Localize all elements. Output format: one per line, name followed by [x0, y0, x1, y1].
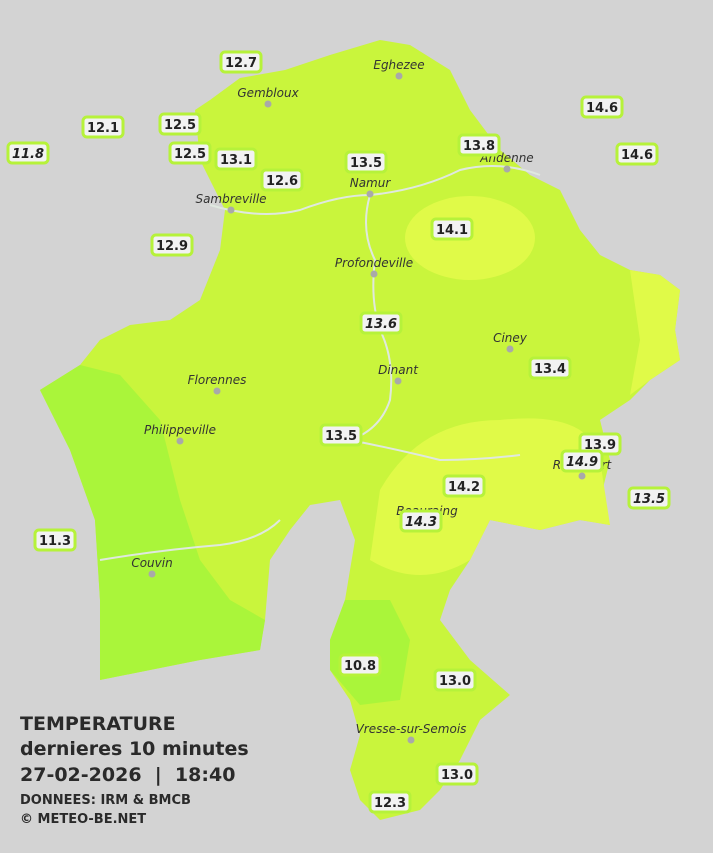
station-box	[219, 50, 263, 74]
city-label: Profondeville	[335, 256, 413, 270]
zone-cool	[330, 600, 410, 705]
city-dot	[264, 100, 272, 108]
station-box	[442, 474, 486, 498]
station-value: 12.5	[164, 118, 196, 133]
zone-cool	[40, 365, 265, 680]
city-label: Gembloux	[237, 86, 299, 100]
station-value: 13.4	[534, 362, 566, 377]
station-value: 10.8	[344, 659, 376, 674]
station-value: 12.9	[156, 239, 188, 254]
zone-warm	[630, 270, 680, 395]
legend-subtitle: dernieres 10 minutes	[20, 738, 249, 760]
station-value: 12.1	[87, 121, 119, 136]
city-dot	[148, 570, 156, 578]
station-value: 13.0	[441, 768, 473, 783]
station-box	[528, 356, 572, 380]
station-box	[344, 150, 388, 174]
station-box	[158, 112, 202, 136]
city-dot	[370, 270, 378, 278]
station-box	[368, 790, 412, 814]
station-box	[580, 95, 624, 119]
city-dot	[395, 72, 403, 80]
station-value: 13.6	[365, 317, 397, 332]
station-value: 14.6	[621, 148, 653, 163]
station-box	[33, 528, 77, 552]
station-value: 13.1	[220, 153, 252, 168]
legend-datetime: 27-02-2026 | 18:40	[20, 764, 235, 786]
station-value: 14.6	[586, 101, 618, 116]
station-box	[260, 168, 304, 192]
station-box	[627, 486, 671, 510]
station-value: 11.8	[12, 147, 44, 162]
station-box	[457, 133, 501, 157]
station-box	[6, 141, 50, 165]
legend-source: DONNEES: IRM & BMCB	[20, 793, 191, 808]
station-box	[214, 147, 258, 171]
station-value: 12.3	[374, 796, 406, 811]
station-value: 13.0	[439, 674, 471, 689]
city-label: Sambreville	[195, 192, 266, 206]
station-value: 11.3	[39, 534, 71, 549]
station-box	[430, 217, 474, 241]
city-label: Florennes	[188, 373, 247, 387]
city-label: Couvin	[131, 556, 172, 570]
city-dot	[407, 736, 415, 744]
station-value: 12.7	[225, 56, 257, 71]
city-label: Ciney	[493, 331, 528, 345]
station-box	[560, 449, 604, 473]
city-label: Philippeville	[144, 423, 216, 437]
station-value: 13.5	[633, 492, 665, 507]
station-box	[399, 509, 443, 533]
city-label: Eghezee	[373, 58, 424, 72]
station-box	[359, 311, 403, 335]
city-dot	[366, 190, 374, 198]
city-dot	[176, 437, 184, 445]
city-dot	[394, 377, 402, 385]
city-dot	[578, 472, 586, 480]
station-value: 13.5	[325, 429, 357, 444]
station-value: 13.5	[350, 156, 382, 171]
city-dot	[227, 206, 235, 214]
station-box	[615, 142, 659, 166]
city-dot	[503, 165, 511, 173]
legend-title: TEMPERATURE	[20, 713, 176, 735]
station-box	[435, 762, 479, 786]
station-box	[433, 668, 477, 692]
station-value: 14.3	[405, 515, 437, 530]
legend-copyright: © METEO-BE.NET	[20, 812, 146, 827]
stations: 12.7 12.1 11.8 12.5 12.5 13.1 12.6 13.5 13.8 14.6…	[6, 50, 671, 814]
station-value: 13.9	[584, 438, 616, 453]
station-value: 14.9	[566, 455, 598, 470]
city-label: Vresse-sur-Semois	[356, 722, 467, 736]
city-label: Dinant	[378, 363, 419, 377]
station-value: 13.8	[463, 139, 495, 154]
station-box	[81, 115, 125, 139]
station-value: 14.2	[448, 480, 480, 495]
station-value: 12.6	[266, 174, 298, 189]
city-label: Namur	[350, 176, 392, 190]
station-value: 12.5	[174, 147, 206, 162]
station-box	[168, 141, 212, 165]
city-dot	[213, 387, 221, 395]
station-box	[319, 423, 363, 447]
station-box	[150, 233, 194, 257]
city-dot	[506, 345, 514, 353]
station-box	[338, 653, 382, 677]
station-value: 14.1	[436, 223, 468, 238]
